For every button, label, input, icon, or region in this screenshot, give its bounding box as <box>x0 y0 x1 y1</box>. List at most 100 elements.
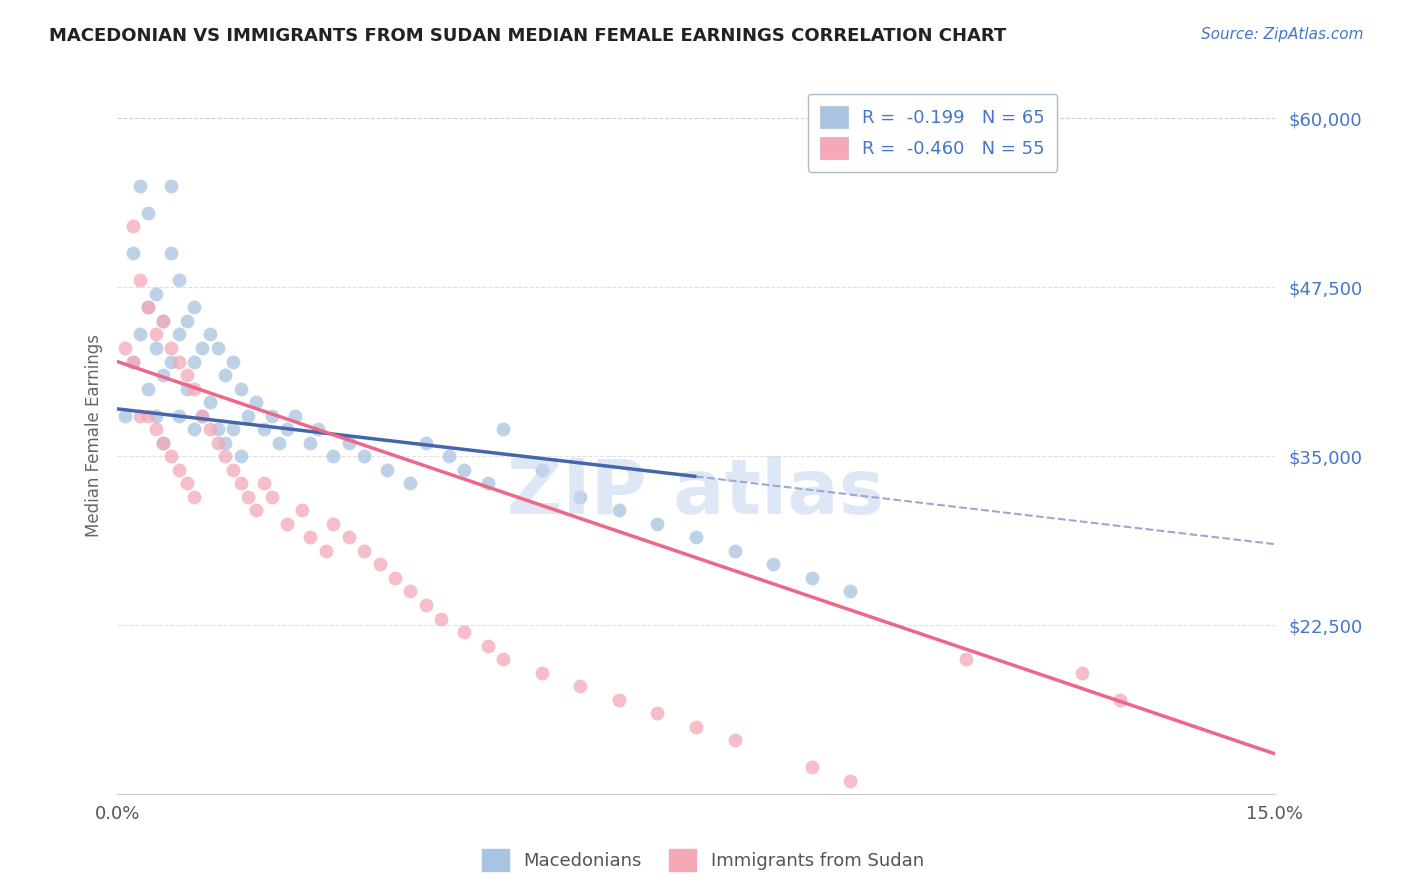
Point <box>723 733 745 747</box>
Point <box>207 341 229 355</box>
Point <box>167 409 190 423</box>
Point <box>291 503 314 517</box>
Point <box>214 368 236 382</box>
Point <box>160 341 183 355</box>
Point <box>191 409 214 423</box>
Point <box>207 422 229 436</box>
Point <box>121 219 143 234</box>
Text: MACEDONIAN VS IMMIGRANTS FROM SUDAN MEDIAN FEMALE EARNINGS CORRELATION CHART: MACEDONIAN VS IMMIGRANTS FROM SUDAN MEDI… <box>49 27 1007 45</box>
Point <box>415 435 437 450</box>
Point <box>229 382 252 396</box>
Point <box>284 409 307 423</box>
Point <box>145 341 167 355</box>
Point <box>569 679 592 693</box>
Point <box>214 435 236 450</box>
Point <box>191 341 214 355</box>
Point <box>160 449 183 463</box>
Point <box>322 449 344 463</box>
Point <box>399 476 422 491</box>
Point <box>152 435 174 450</box>
Point <box>145 422 167 436</box>
Point <box>152 314 174 328</box>
Point <box>152 314 174 328</box>
Point <box>607 503 630 517</box>
Point <box>183 301 205 315</box>
Point <box>160 178 183 193</box>
Point <box>276 422 298 436</box>
Point <box>145 409 167 423</box>
Point <box>415 598 437 612</box>
Point <box>176 382 198 396</box>
Point <box>198 422 221 436</box>
Point <box>477 476 499 491</box>
Point <box>569 490 592 504</box>
Point <box>647 516 669 531</box>
Point <box>183 490 205 504</box>
Point <box>145 327 167 342</box>
Point <box>723 544 745 558</box>
Point <box>368 558 391 572</box>
Point <box>167 354 190 368</box>
Point <box>198 327 221 342</box>
Point <box>121 354 143 368</box>
Point <box>839 584 862 599</box>
Point <box>299 530 322 544</box>
Point <box>253 476 276 491</box>
Point <box>222 354 245 368</box>
Point <box>607 692 630 706</box>
Point <box>136 301 159 315</box>
Point <box>136 409 159 423</box>
Point <box>198 395 221 409</box>
Point <box>114 341 136 355</box>
Point <box>453 463 475 477</box>
Point <box>337 435 360 450</box>
Point <box>121 354 143 368</box>
Point <box>839 773 862 788</box>
Point <box>129 273 152 287</box>
Point <box>337 530 360 544</box>
Point <box>167 463 190 477</box>
Point <box>530 463 553 477</box>
Point <box>176 314 198 328</box>
Point <box>160 246 183 260</box>
Point <box>647 706 669 721</box>
Text: ZIP atlas: ZIP atlas <box>508 457 884 530</box>
Point <box>685 720 707 734</box>
Y-axis label: Median Female Earnings: Median Female Earnings <box>86 334 103 537</box>
Point <box>229 476 252 491</box>
Point <box>121 246 143 260</box>
Point <box>322 516 344 531</box>
Point <box>307 422 329 436</box>
Point <box>384 571 406 585</box>
Point <box>183 382 205 396</box>
Point <box>800 571 823 585</box>
Text: Source: ZipAtlas.com: Source: ZipAtlas.com <box>1201 27 1364 42</box>
Point <box>315 544 337 558</box>
Point <box>114 409 136 423</box>
Point <box>477 639 499 653</box>
Point <box>222 422 245 436</box>
Point <box>176 368 198 382</box>
Point <box>430 611 453 625</box>
Point <box>276 516 298 531</box>
Point <box>299 435 322 450</box>
Point <box>136 205 159 219</box>
Point <box>136 301 159 315</box>
Point <box>207 435 229 450</box>
Point <box>238 409 260 423</box>
Point <box>1070 665 1092 680</box>
Point <box>176 476 198 491</box>
Point <box>353 449 375 463</box>
Point <box>269 435 291 450</box>
Point <box>145 286 167 301</box>
Point <box>437 449 460 463</box>
Point <box>160 354 183 368</box>
Point <box>399 584 422 599</box>
Point <box>955 652 977 666</box>
Legend: R =  -0.199   N = 65, R =  -0.460   N = 55: R = -0.199 N = 65, R = -0.460 N = 55 <box>808 94 1057 172</box>
Point <box>136 382 159 396</box>
Point <box>245 503 267 517</box>
Point <box>530 665 553 680</box>
Point <box>762 558 785 572</box>
Point <box>183 422 205 436</box>
